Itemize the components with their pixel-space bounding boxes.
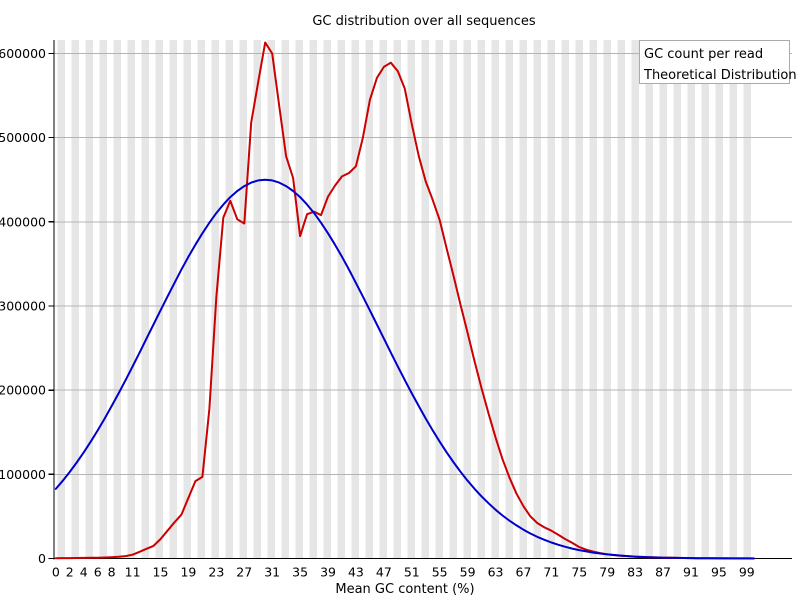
background-stripes	[57, 40, 751, 559]
x-tick-label: 75	[571, 565, 587, 580]
background-band	[323, 40, 331, 559]
x-tick-label: 43	[348, 565, 364, 580]
background-band	[561, 40, 569, 559]
y-tick-label: 200000	[0, 383, 46, 398]
background-band	[155, 40, 163, 559]
background-band	[99, 40, 107, 559]
x-tick-label: 35	[292, 565, 308, 580]
background-band	[743, 40, 751, 559]
background-band	[673, 40, 681, 559]
background-band	[113, 40, 121, 559]
data-curves	[54, 41, 755, 560]
x-tick-label: 4	[80, 565, 88, 580]
horizontal-gridlines	[54, 52, 792, 475]
legend-item-gc-count-per-read: GC count per read	[644, 47, 763, 62]
x-tick-label: 39	[320, 565, 336, 580]
background-band	[379, 40, 387, 559]
y-tick-label: 0	[38, 551, 46, 566]
x-tick-label: 51	[404, 565, 420, 580]
background-band	[547, 40, 555, 559]
background-band	[477, 40, 485, 559]
background-band	[617, 40, 625, 559]
background-band	[85, 40, 93, 559]
x-axis-label: Mean GC content (%)	[335, 582, 474, 597]
y-tick-label: 400000	[0, 214, 46, 229]
background-band	[267, 40, 275, 559]
y-tick-label: 500000	[0, 130, 46, 145]
background-band	[337, 40, 345, 559]
x-tick-label: 55	[432, 565, 448, 580]
background-band	[197, 40, 205, 559]
legend: GC count per read Theoretical Distributi…	[639, 40, 797, 84]
y-tick-label: 300000	[0, 298, 46, 313]
background-band	[659, 40, 667, 559]
x-tick-label: 95	[711, 565, 727, 580]
x-axis-tick-labels: 0 2 4 6 8 11 15 19 23 27 31 35 39 43 47 51 55 59 63 67 71 75 7…	[52, 565, 755, 580]
x-tick-label: 27	[236, 565, 252, 580]
background-band	[701, 40, 709, 559]
x-tick-label: 6	[94, 565, 102, 580]
x-tick-label: 31	[264, 565, 280, 580]
x-tick-label: 91	[683, 565, 699, 580]
x-tick-label: 79	[599, 565, 615, 580]
background-band	[295, 40, 303, 559]
background-band	[141, 40, 149, 559]
legend-box	[639, 40, 790, 84]
background-band	[519, 40, 527, 559]
background-band	[351, 40, 359, 559]
background-band	[239, 40, 247, 559]
y-axis-tick-labels: 0 100000 200000 300000 400000 500000 600000	[0, 46, 46, 566]
background-band	[169, 40, 177, 559]
background-band	[589, 40, 597, 559]
background-band	[687, 40, 695, 559]
background-band	[57, 40, 65, 559]
x-tick-label: 2	[66, 565, 74, 580]
background-band	[281, 40, 289, 559]
y-tick-label: 100000	[0, 467, 46, 482]
background-band	[407, 40, 415, 559]
background-band	[127, 40, 135, 559]
x-tick-label: 83	[627, 565, 643, 580]
x-tick-label: 67	[516, 565, 532, 580]
background-band	[603, 40, 611, 559]
background-band	[715, 40, 723, 559]
x-tick-label: 99	[739, 565, 755, 580]
x-tick-label: 0	[52, 565, 60, 580]
background-band	[365, 40, 373, 559]
x-tick-label: 63	[488, 565, 504, 580]
background-band	[421, 40, 429, 559]
legend-item-theoretical-distribution: Theoretical Distribution	[643, 68, 797, 83]
background-band	[435, 40, 443, 559]
background-band	[253, 40, 261, 559]
x-tick-label: 71	[543, 565, 559, 580]
x-tick-label: 19	[180, 565, 196, 580]
theoretical-distribution-curve	[54, 178, 755, 560]
chart-title: GC distribution over all sequences	[312, 14, 536, 29]
background-band	[183, 40, 191, 559]
background-band	[575, 40, 583, 559]
background-band	[729, 40, 737, 559]
background-band	[225, 40, 233, 559]
x-tick-label: 59	[460, 565, 476, 580]
background-band	[71, 40, 79, 559]
y-tick-label: 600000	[0, 46, 46, 61]
background-band	[491, 40, 499, 559]
x-tick-label: 15	[153, 565, 169, 580]
x-tick-label: 87	[655, 565, 671, 580]
x-tick-label: 8	[108, 565, 116, 580]
background-band	[449, 40, 457, 559]
background-band	[645, 40, 653, 559]
background-band	[309, 40, 317, 559]
background-band	[631, 40, 639, 559]
background-band	[463, 40, 471, 559]
background-band	[505, 40, 513, 559]
x-tick-label: 23	[208, 565, 224, 580]
background-band	[393, 40, 401, 559]
background-band	[533, 40, 541, 559]
x-tick-label: 47	[376, 565, 392, 580]
x-tick-label: 11	[125, 565, 141, 580]
